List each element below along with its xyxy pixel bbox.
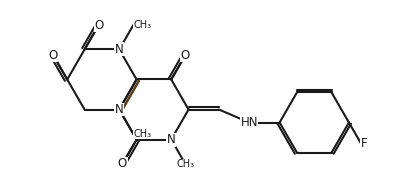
Text: N: N xyxy=(166,133,175,146)
Text: F: F xyxy=(360,137,367,150)
Text: CH₃: CH₃ xyxy=(176,159,194,169)
Text: O: O xyxy=(94,19,103,32)
Text: CH₃: CH₃ xyxy=(133,20,151,30)
Text: HN: HN xyxy=(240,116,257,129)
Text: O: O xyxy=(118,157,127,170)
Text: N: N xyxy=(114,43,123,56)
Text: N: N xyxy=(114,103,123,116)
Text: O: O xyxy=(180,49,190,62)
Text: O: O xyxy=(48,49,58,62)
Text: CH₃: CH₃ xyxy=(133,129,151,139)
